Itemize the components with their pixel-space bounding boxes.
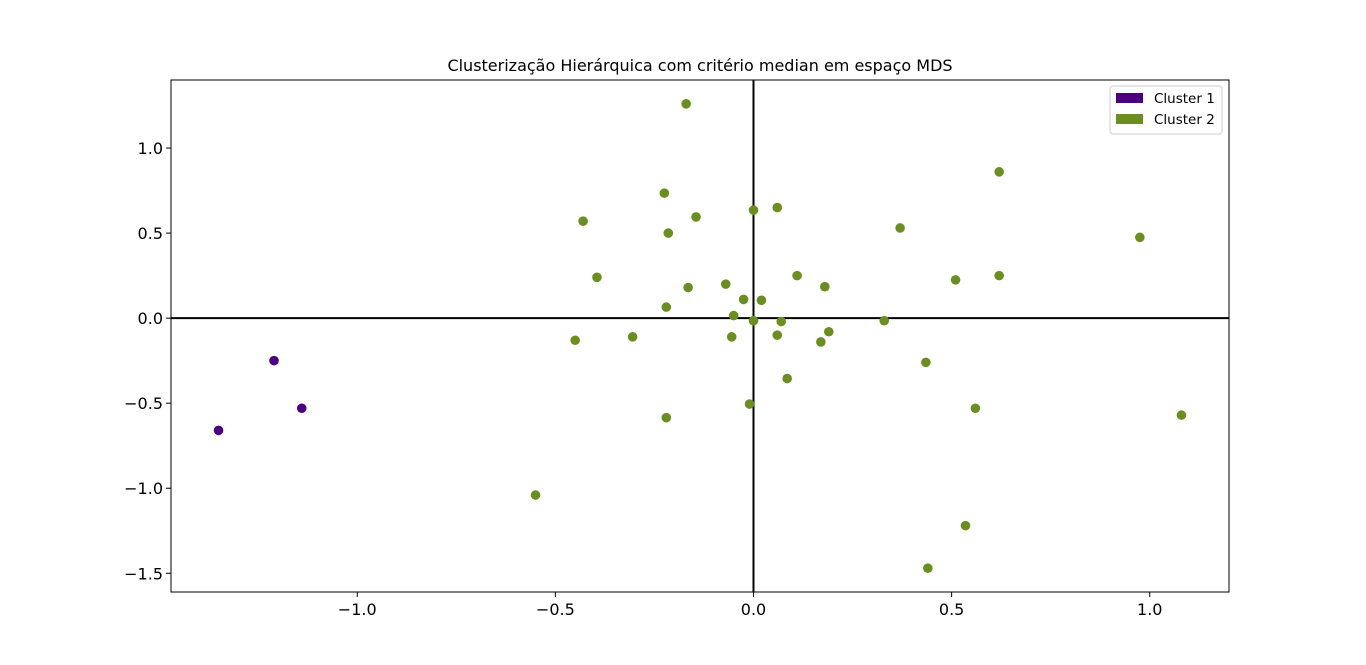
x-axis: −1.0 −0.5 0.0 0.5 1.0 [338, 592, 1162, 619]
legend-label-cluster-1: Cluster 1 [1154, 91, 1215, 107]
data-point [661, 302, 672, 312]
data-point [592, 272, 602, 283]
chart-title: Clusterização Hierárquica com critério m… [447, 56, 952, 75]
data-point [213, 425, 224, 436]
data-point [1176, 410, 1187, 420]
data-point [776, 316, 787, 327]
data-point [816, 337, 826, 347]
data-point [895, 223, 905, 233]
data-point [820, 281, 830, 292]
y-tick-label: −0.5 [124, 394, 163, 413]
series-cluster-1 [213, 355, 307, 436]
data-point [970, 403, 981, 414]
data-point [296, 403, 307, 414]
data-point [661, 412, 672, 423]
x-tick-label: 1.0 [1137, 600, 1162, 619]
data-point [782, 373, 792, 384]
data-point [994, 270, 1004, 281]
y-tick-label: 0.5 [138, 224, 163, 243]
y-tick-label: 0.0 [138, 309, 163, 328]
data-point [960, 520, 971, 531]
data-point [994, 167, 1004, 177]
data-point [530, 490, 541, 500]
data-point [663, 228, 674, 238]
data-point [792, 270, 802, 281]
data-point [879, 315, 890, 326]
data-point [823, 326, 834, 337]
x-tick-label: 0.0 [741, 600, 766, 619]
legend: Cluster 1 Cluster 2 [1109, 85, 1223, 135]
data-point [923, 563, 933, 573]
legend-swatch-cluster-1 [1116, 93, 1143, 103]
data-point [681, 99, 691, 109]
reference-lines [171, 80, 1229, 592]
data-point [720, 279, 731, 289]
data-point [578, 216, 588, 226]
data-point [738, 294, 749, 305]
legend-label-cluster-2: Cluster 2 [1154, 112, 1215, 128]
data-point [691, 212, 701, 222]
series-cluster-2 [530, 99, 1187, 573]
data-point [627, 332, 638, 342]
plot-area [171, 80, 1229, 592]
data-point [744, 399, 755, 409]
data-point [570, 335, 580, 346]
y-tick-label: −1.5 [124, 564, 163, 583]
data-point [748, 315, 759, 326]
y-tick-label: 1.0 [138, 139, 163, 158]
plot-frame [170, 79, 1230, 593]
data-point [756, 295, 767, 306]
data-point [1135, 232, 1145, 243]
data-point [728, 310, 739, 321]
data-point [683, 282, 693, 293]
data-point [950, 275, 961, 285]
data-point [748, 205, 759, 215]
data-point [772, 330, 783, 340]
x-tick-label: 0.5 [939, 600, 964, 619]
x-tick-label: −1.0 [338, 600, 377, 619]
data-point [659, 188, 670, 198]
y-axis: 1.0 0.5 0.0 −0.5 −1.0 −1.5 [124, 139, 171, 583]
data-points [213, 99, 1187, 573]
legend-swatch-cluster-2 [1116, 114, 1143, 124]
x-tick-label: −0.5 [536, 600, 575, 619]
data-point [269, 355, 279, 366]
data-point [726, 332, 737, 342]
data-point [921, 357, 931, 368]
y-tick-label: −1.0 [124, 479, 163, 498]
data-point [772, 202, 783, 213]
